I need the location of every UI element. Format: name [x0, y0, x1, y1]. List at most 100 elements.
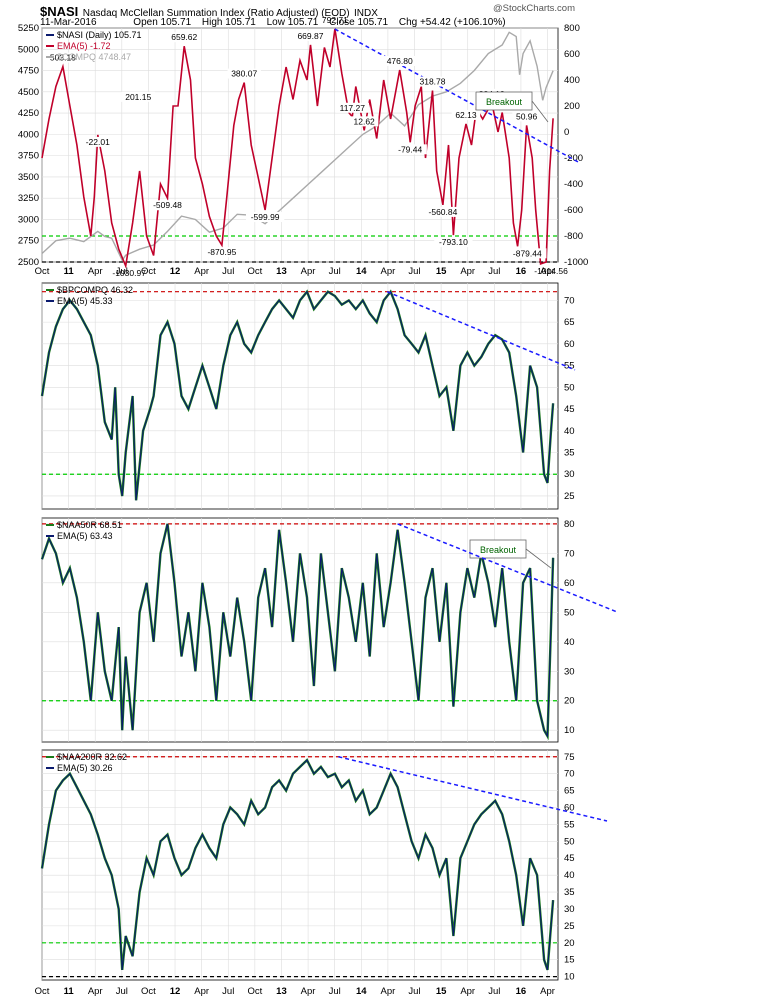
- right-axis-tick: 10: [564, 725, 575, 736]
- quote-row: 11-Mar-2016 Open 105.71 High 105.71 Low …: [40, 17, 506, 28]
- bpcompq-trendline: [386, 290, 576, 371]
- x-axis-label-bottom: Jul: [408, 986, 420, 997]
- annotation-bg: [107, 268, 151, 279]
- value-annotation: 669.87: [297, 31, 323, 41]
- right-axis-tick: 400: [564, 75, 580, 86]
- x-axis-label-bottom: Apr: [540, 986, 555, 997]
- x-axis-label-bottom: Jul: [488, 986, 500, 997]
- annotation-bg: [415, 76, 450, 87]
- annotation-bg: [335, 102, 369, 113]
- x-axis-label-top: Oct: [35, 266, 50, 277]
- right-axis-tick: 45: [564, 404, 575, 415]
- left-axis-tick: 3750: [18, 151, 39, 162]
- right-axis-tick: 40: [564, 870, 575, 881]
- callout-pointer: [525, 548, 552, 569]
- value-annotation: -79.44: [398, 144, 422, 154]
- x-axis-label-bottom: 12: [170, 986, 181, 997]
- legend-entry: $NAA200R 32.62: [57, 752, 127, 762]
- right-axis-tick: -200: [564, 153, 583, 164]
- callout-pointer: [531, 100, 549, 123]
- right-axis-tick: 600: [564, 49, 580, 60]
- value-annotation: 12.62: [354, 116, 376, 126]
- right-axis-tick: 200: [564, 101, 580, 112]
- annotation-bg: [529, 265, 573, 276]
- annotation-bg: [121, 91, 155, 102]
- chart-header: $NASI Nasdaq McClellan Summation Index (…: [40, 3, 378, 21]
- left-axis-tick: 5000: [18, 44, 39, 55]
- right-axis-tick: 45: [564, 853, 575, 864]
- value-annotation: 318.78: [419, 77, 445, 87]
- legend-entry: $COMPQ 4748.47: [57, 52, 131, 62]
- right-axis-tick: 20: [564, 696, 575, 707]
- annotation-bg: [148, 200, 187, 211]
- right-axis-tick: 50: [564, 382, 575, 393]
- x-axis-label-bottom: Jul: [116, 986, 128, 997]
- right-axis-tick: -1000: [564, 257, 588, 268]
- x-axis-label-bottom: Oct: [35, 986, 50, 997]
- right-axis-tick: 10: [564, 972, 575, 983]
- value-annotation: 201.15: [125, 92, 151, 102]
- x-axis-label-top: Apr: [540, 266, 555, 277]
- value-annotation: 380.07: [231, 69, 257, 79]
- right-axis-tick: 70: [564, 769, 575, 780]
- annotation-bg: [318, 14, 352, 25]
- annotation-bg: [451, 109, 481, 120]
- x-axis-label-top: 16: [516, 266, 527, 277]
- x-axis-label-top: Jul: [408, 266, 420, 277]
- right-axis-tick: 60: [564, 339, 575, 350]
- right-axis-tick: 40: [564, 426, 575, 437]
- quote-close: Close 105.71: [329, 17, 389, 28]
- x-axis-label-bottom: Apr: [301, 986, 316, 997]
- annotation-bg: [393, 144, 427, 155]
- x-axis-label-top: Jul: [488, 266, 500, 277]
- right-axis-tick: 50: [564, 607, 575, 618]
- x-axis-label-top: 14: [356, 266, 367, 277]
- value-annotation: 792.71: [322, 15, 348, 25]
- x-axis-label-bottom: Jul: [329, 986, 341, 997]
- x-axis-label-bottom: Oct: [141, 986, 156, 997]
- right-axis-tick: 15: [564, 955, 575, 966]
- x-axis-label-top: 12: [170, 266, 181, 277]
- annotation-bg: [202, 247, 242, 258]
- x-axis-label-top: Apr: [380, 266, 395, 277]
- symbol-description: Nasdaq McClellan Summation Index (Ratio …: [82, 8, 350, 19]
- value-annotation: -1030.97: [112, 268, 146, 278]
- value-annotation: 659.62: [171, 32, 197, 42]
- value-annotation: 476.80: [387, 56, 413, 66]
- x-axis-label-top: Jul: [222, 266, 234, 277]
- legend-entry: $NAA50R 68.51: [57, 520, 122, 530]
- x-axis-label-bottom: 15: [436, 986, 447, 997]
- ema-series-line: [41, 523, 554, 739]
- quote-date: 11-Mar-2016: [40, 17, 97, 28]
- x-axis-label-top: 11: [64, 266, 75, 277]
- x-axis-label-top: Oct: [247, 266, 262, 277]
- right-axis-tick: 35: [564, 887, 575, 898]
- x-axis-label-top: Jul: [116, 266, 128, 277]
- left-axis-tick: 2500: [18, 257, 39, 268]
- left-axis-tick: 3000: [18, 214, 39, 225]
- right-axis-tick: 75: [564, 752, 575, 763]
- value-annotation: -1014.56: [534, 266, 568, 276]
- right-axis-tick: 60: [564, 803, 575, 814]
- x-axis-label-bottom: 11: [64, 986, 75, 997]
- x-axis-label-bottom: Apr: [380, 986, 395, 997]
- annotation-bg: [245, 211, 285, 222]
- right-axis-tick: 30: [564, 666, 575, 677]
- left-axis-tick: 4000: [18, 129, 39, 140]
- right-axis-tick: 70: [564, 295, 575, 306]
- right-axis-tick: 55: [564, 819, 575, 830]
- breakout-callout: Breakout: [486, 97, 523, 107]
- right-axis-tick: 50: [564, 836, 575, 847]
- x-axis-label-top: Oct: [141, 266, 156, 277]
- x-axis-label-bottom: 16: [516, 986, 527, 997]
- x-axis-label-bottom: Apr: [194, 986, 209, 997]
- right-axis-tick: 65: [564, 786, 575, 797]
- legend-entry: $BPCOMPQ 46.32: [57, 285, 133, 295]
- value-annotation: -509.48: [153, 200, 182, 210]
- right-axis-tick: 20: [564, 938, 575, 949]
- left-axis-tick: 4750: [18, 66, 39, 77]
- value-annotation: 50.96: [516, 111, 538, 121]
- right-axis-tick: 25: [564, 921, 575, 932]
- quote-high: High 105.71: [201, 17, 256, 28]
- value-annotation: -793.10: [439, 237, 468, 247]
